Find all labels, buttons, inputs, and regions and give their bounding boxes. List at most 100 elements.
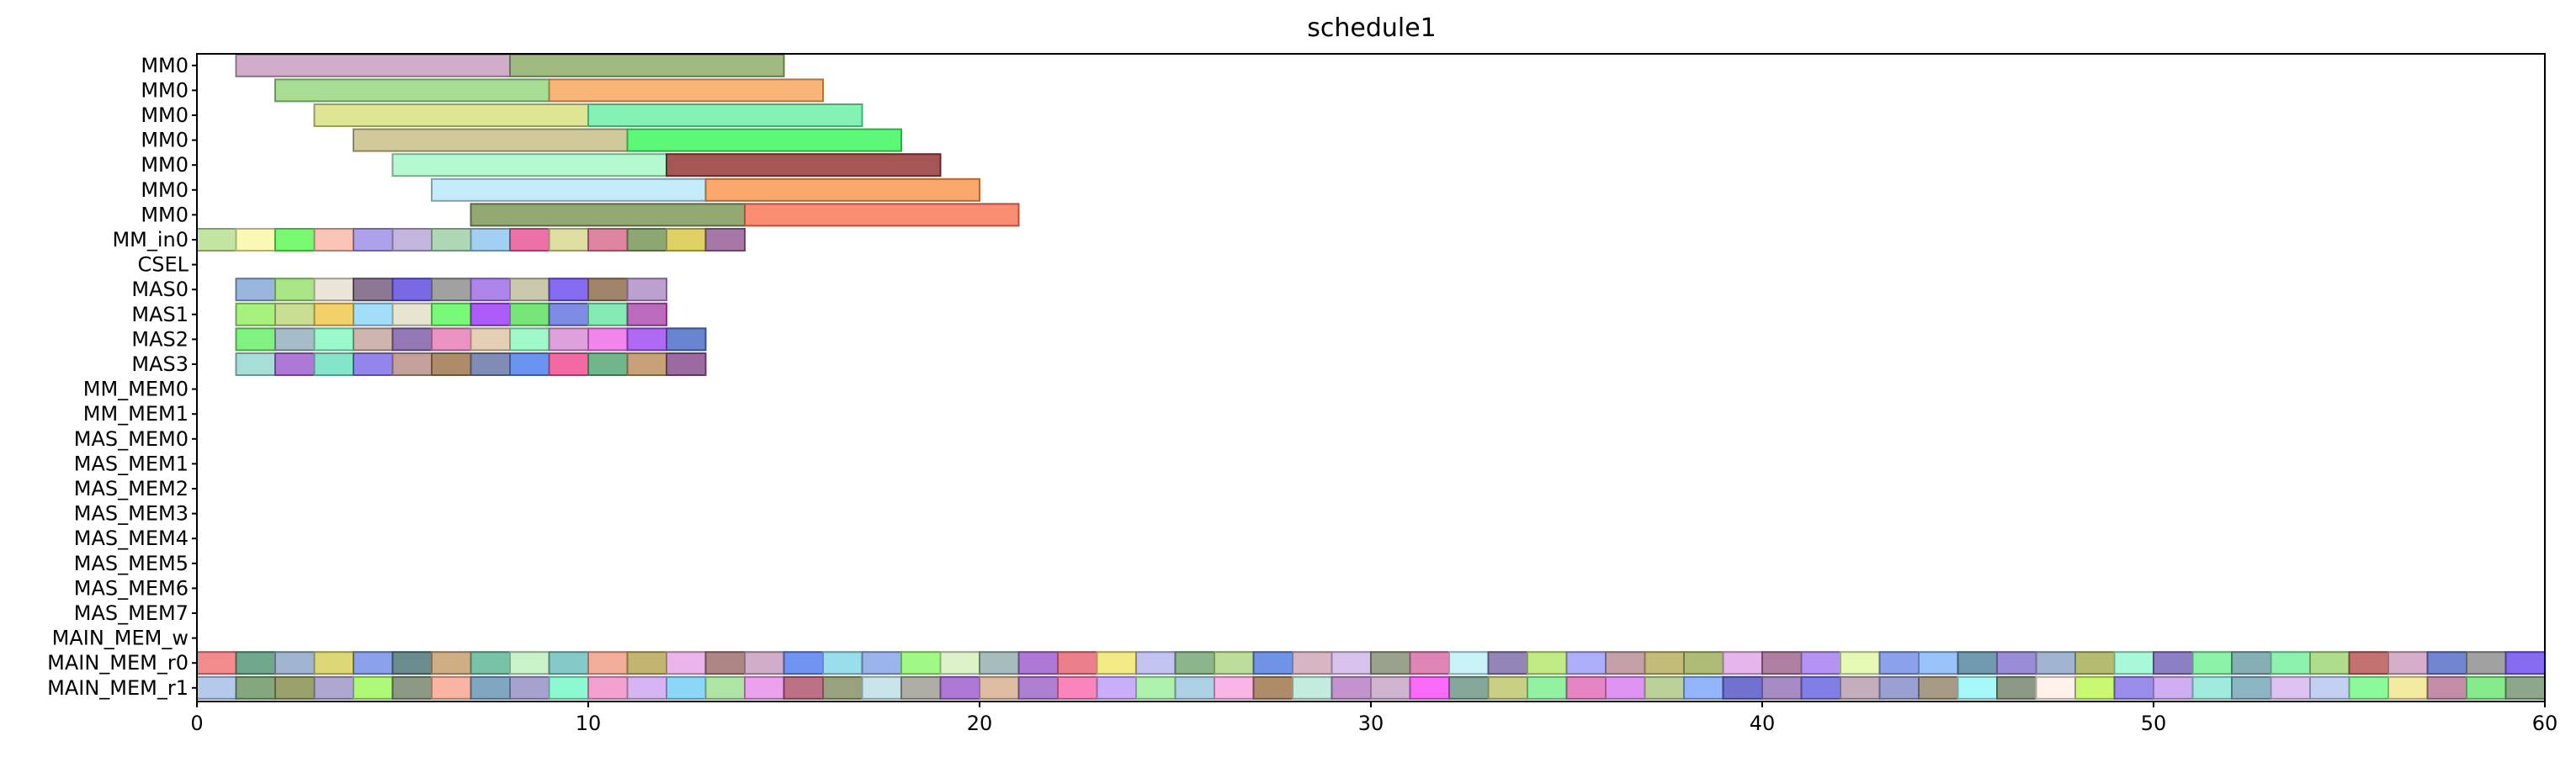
schedule-bar: [2504, 675, 2546, 700]
schedule-bar: [861, 675, 902, 700]
x-tick-label: 10: [576, 712, 602, 735]
schedule-bar: [1565, 651, 1607, 675]
schedule-bar: [353, 228, 394, 251]
schedule-bar: [1292, 651, 1333, 675]
row-label: CSEL: [137, 253, 189, 277]
schedule-bar: [587, 302, 629, 326]
row-label: MM0: [141, 178, 189, 202]
schedule-bar: [587, 651, 629, 675]
schedule-bar: [2387, 675, 2429, 700]
schedule-bar: [431, 177, 707, 202]
x-axis: 0 10 20 30 40 50 60: [190, 701, 2557, 735]
x-tick-label: 20: [967, 712, 993, 735]
schedule-bar: [235, 352, 276, 376]
schedule-bar: [313, 228, 354, 251]
schedule-bar: [1135, 675, 1176, 700]
schedule-bar: [470, 352, 511, 376]
schedule-bar: [235, 278, 276, 302]
schedule-bar: [470, 228, 511, 251]
schedule-bar: [1761, 675, 1803, 700]
schedule-bar: [391, 153, 667, 177]
schedule-bar: [1527, 675, 1568, 700]
schedule-bar: [353, 651, 394, 675]
row-label: MAS_MEM6: [74, 576, 189, 600]
schedule-bar: [1644, 651, 1685, 675]
schedule-bar: [1565, 675, 1607, 700]
schedule-bar: [587, 278, 629, 302]
schedule-bar: [666, 675, 707, 700]
schedule-bar: [313, 675, 354, 700]
schedule-bar: [1057, 675, 1098, 700]
schedule-bar: [196, 228, 237, 251]
schedule-bar: [548, 327, 589, 352]
schedule-bar: [1448, 651, 1490, 675]
schedule-bar: [274, 78, 550, 103]
schedule-bar: [470, 651, 511, 675]
schedule-bar: [2113, 675, 2154, 700]
row-label: MM0: [141, 203, 189, 226]
schedule-bar: [353, 675, 394, 700]
schedule-bar: [313, 278, 354, 302]
schedule-bar: [274, 228, 316, 251]
schedule-bar: [666, 352, 707, 376]
schedule-bar: [666, 651, 707, 675]
row-label: MAS_MEM7: [74, 601, 189, 625]
schedule-bar: [353, 278, 394, 302]
schedule-bar: [1370, 651, 1411, 675]
schedule-bar: [509, 675, 550, 700]
schedule-bar: [548, 651, 589, 675]
schedule-bar: [353, 352, 394, 376]
schedule-bar: [274, 651, 316, 675]
schedule-bar: [2074, 675, 2116, 700]
schedule-bar: [509, 651, 550, 675]
schedule-bar: [587, 675, 629, 700]
schedule-bar: [1252, 651, 1293, 675]
schedule-bar: [313, 302, 354, 326]
schedule-bar: [353, 327, 394, 352]
schedule-bar: [1840, 675, 1881, 700]
schedule-bar: [509, 278, 550, 302]
x-tick-label: 60: [2532, 712, 2558, 735]
schedule-bar: [1057, 651, 1098, 675]
schedule-bar: [470, 675, 511, 700]
schedule-bar: [196, 675, 237, 700]
schedule-bar: [1174, 675, 1215, 700]
schedule-bar: [548, 78, 824, 103]
schedule-bar: [431, 327, 472, 352]
schedule-bar: [235, 228, 276, 251]
schedule-bar: [1918, 651, 1959, 675]
schedule-bar: [822, 675, 863, 700]
schedule-bar: [2231, 651, 2272, 675]
x-tick-label: 40: [1750, 712, 1776, 735]
schedule-bar: [1214, 675, 1255, 700]
row-label: MM_in0: [112, 228, 189, 251]
schedule-bar: [509, 352, 550, 376]
schedule-bar: [391, 228, 433, 251]
schedule-bar: [1761, 651, 1803, 675]
schedule-bar: [353, 302, 394, 326]
row-label: MAS_MEM0: [74, 427, 189, 451]
schedule-bar: [2270, 675, 2311, 700]
schedule-bar: [2348, 675, 2389, 700]
row-label: MM0: [141, 103, 189, 127]
row-label: MAS0: [131, 278, 189, 301]
schedule-bar: [235, 53, 511, 77]
schedule-bar: [2231, 675, 2272, 700]
schedule-bar: [431, 228, 472, 251]
schedule-bar: [1683, 675, 1724, 700]
schedule-bar: [431, 352, 472, 376]
schedule-bar: [2035, 651, 2076, 675]
schedule-bar: [391, 675, 433, 700]
schedule-bar: [744, 675, 785, 700]
schedule-bar: [548, 675, 589, 700]
schedule-bar: [196, 651, 237, 675]
schedule-bar: [626, 352, 667, 376]
row-label: MAS_MEM2: [74, 477, 189, 500]
row-label: MM0: [141, 78, 189, 102]
row-label: MAS3: [131, 352, 189, 376]
schedule-bar: [626, 228, 667, 251]
x-tick-label: 50: [2141, 712, 2167, 735]
schedule-bar: [391, 327, 433, 352]
schedule-bar: [1644, 675, 1685, 700]
